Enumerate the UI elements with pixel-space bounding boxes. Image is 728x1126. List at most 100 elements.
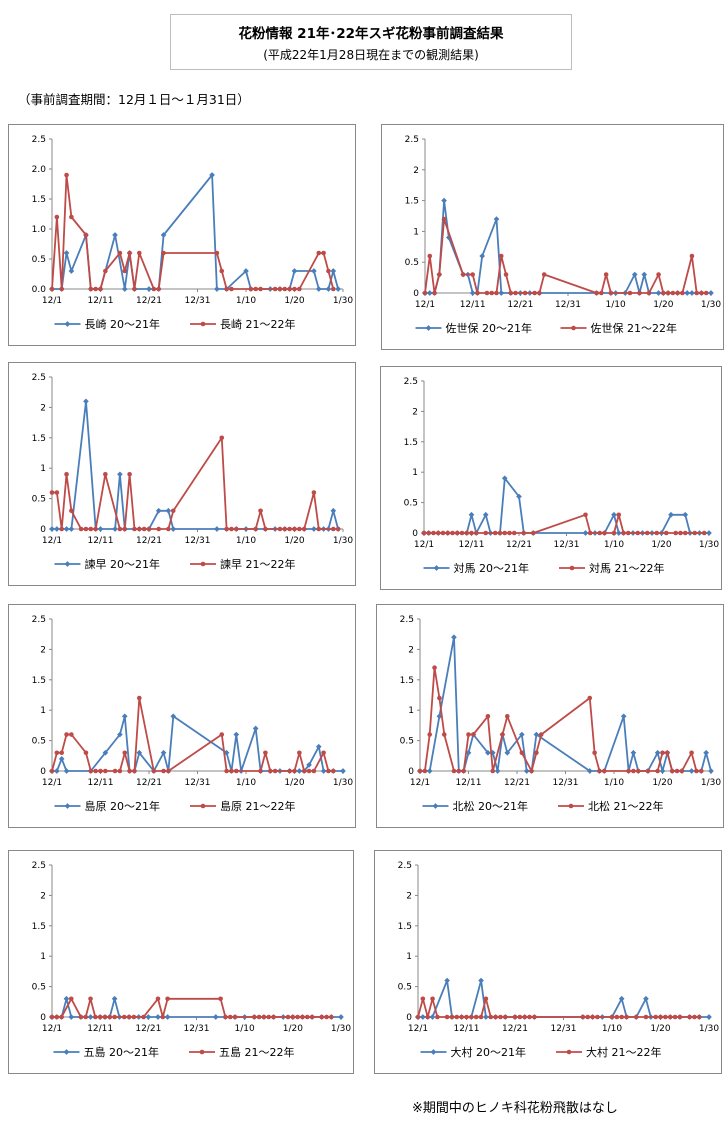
data-point (703, 749, 709, 756)
data-point (527, 1014, 532, 1020)
data-point (121, 1014, 127, 1020)
legend-marker-2 (571, 325, 576, 331)
data-point (68, 268, 75, 274)
data-point (493, 216, 500, 222)
page-subtitle: (平成22年1月28日現在までの観測結果) (263, 48, 479, 62)
data-point (63, 526, 70, 532)
data-point (127, 250, 132, 256)
data-point (689, 290, 695, 296)
legend-marker-2 (566, 1049, 572, 1055)
x-tick-label: 1/20 (284, 778, 304, 788)
data-point (309, 1014, 315, 1020)
data-point (258, 768, 263, 774)
legend-marker-1 (64, 803, 71, 809)
data-point (466, 732, 471, 737)
data-point (277, 286, 283, 292)
x-tick-label: 1/30 (333, 778, 353, 788)
data-point (324, 1014, 329, 1020)
data-point (668, 511, 674, 518)
x-tick-label: 12/21 (135, 1024, 161, 1034)
data-point (59, 750, 64, 756)
series-line-2 (51, 174, 335, 290)
data-point (484, 290, 490, 296)
data-point (219, 732, 225, 737)
x-tick-label: 12/21 (136, 536, 162, 546)
data-point (122, 526, 128, 532)
data-point (490, 768, 496, 774)
data-point (699, 768, 704, 774)
data-point (132, 526, 137, 532)
data-point (340, 768, 346, 774)
data-point (440, 530, 446, 536)
data-point (287, 526, 292, 532)
data-point (615, 530, 622, 536)
data-point (151, 286, 157, 292)
data-point (112, 768, 118, 774)
y-tick-label: 2.5 (400, 615, 414, 625)
y-tick-label: 1.5 (398, 922, 412, 932)
data-point (98, 768, 103, 774)
series-line-2 (417, 997, 700, 1018)
data-point (287, 768, 292, 774)
data-point (498, 290, 505, 296)
data-point (83, 750, 89, 756)
y-tick-label: 1 (413, 227, 419, 237)
data-point (444, 977, 450, 984)
data-point (641, 271, 648, 278)
x-tick-label: 12/21 (136, 296, 162, 306)
y-tick-label: 1.5 (32, 676, 46, 686)
data-point (311, 526, 317, 532)
y-tick-label: 2 (40, 891, 46, 901)
data-point (475, 290, 480, 296)
data-point (459, 530, 465, 536)
data-point (107, 1014, 113, 1020)
data-point (227, 1014, 233, 1020)
data-point (170, 526, 177, 532)
data-point (321, 750, 326, 756)
x-tick-label: 12/31 (185, 296, 211, 306)
data-point (97, 526, 104, 532)
x-tick-label: 1/30 (333, 296, 353, 306)
data-point (131, 1014, 137, 1020)
y-tick-label: 1.5 (32, 195, 46, 205)
data-point (320, 768, 327, 774)
data-point (587, 695, 593, 701)
data-point (635, 530, 641, 536)
data-point (503, 1014, 508, 1020)
legend-label-2: 島原 21～22年 (220, 799, 296, 813)
data-point (694, 290, 699, 296)
data-point (643, 1014, 649, 1020)
data-point (624, 1014, 629, 1020)
data-point (63, 995, 70, 1002)
y-tick-label: 1 (40, 464, 46, 474)
data-point (297, 750, 302, 756)
data-point (111, 995, 118, 1002)
chart-3: 0 0.5 1 1.5 2 2.5 12/1 12/11 12/21 12/31 1/10 1/20 1… (8, 362, 356, 586)
data-point (687, 1014, 692, 1020)
y-tick-label: 2 (412, 407, 418, 417)
data-point (137, 695, 142, 701)
chart-svg: 0 0.5 1 1.5 2 2.5 12/1 12/11 12/21 12/31 1/10 1/20 1… (32, 861, 352, 1059)
data-point (609, 1014, 615, 1020)
data-point (301, 768, 307, 774)
data-point (83, 526, 89, 532)
x-tick-label: 12/21 (504, 778, 530, 788)
data-point (684, 290, 690, 296)
series-line-1 (425, 199, 711, 294)
legend-label-1: 五島 20～21年 (84, 1045, 160, 1059)
data-point (214, 286, 220, 292)
y-tick-label: 0 (40, 1013, 46, 1023)
data-point (494, 290, 499, 296)
data-point (492, 530, 498, 536)
data-point (49, 768, 55, 774)
data-point (450, 530, 455, 536)
data-point (451, 634, 457, 641)
data-point (93, 526, 98, 532)
data-point (146, 286, 152, 292)
data-point (497, 530, 503, 536)
data-point (137, 526, 142, 532)
x-tick-label: 1/20 (650, 1024, 670, 1034)
data-point (297, 286, 302, 292)
data-point (54, 768, 60, 774)
y-tick-label: 0 (408, 767, 414, 777)
